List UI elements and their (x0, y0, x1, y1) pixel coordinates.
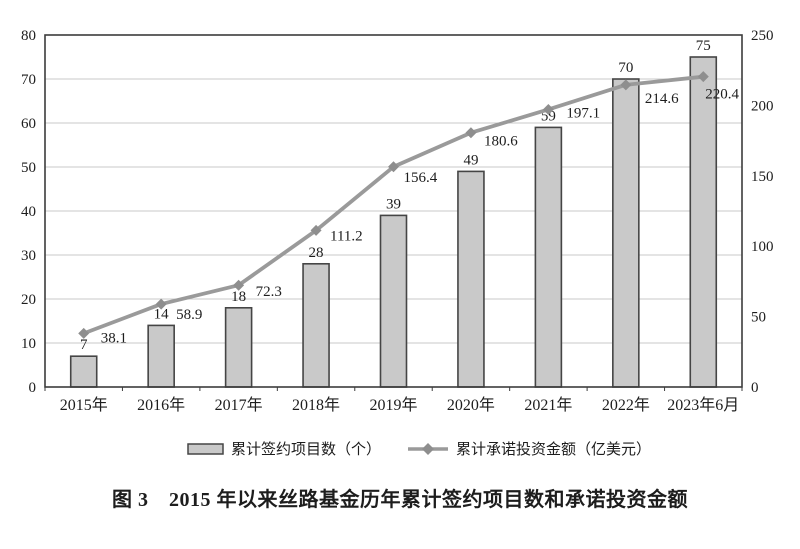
bar-value-label: 28 (309, 245, 324, 261)
y-axis-left-tick-label: 40 (21, 204, 36, 220)
plot-border (44, 34, 743, 388)
line-marker-diamond-icon (78, 327, 90, 339)
y-axis-right-tick-label: 100 (751, 239, 774, 255)
line-marker-diamond-icon (620, 79, 632, 91)
line-value-label: 220.4 (705, 87, 739, 103)
bar-value-label: 14 (154, 306, 170, 322)
bar (147, 324, 175, 388)
y-axis-left-tick-label: 0 (29, 380, 37, 396)
x-axis-label: 2022年 (602, 396, 650, 414)
bar-value-label: 75 (696, 38, 711, 54)
bar-value-label: 18 (231, 289, 246, 305)
y-axis-right-tick-label: 0 (751, 380, 759, 396)
bar (69, 355, 98, 388)
line-marker-diamond-icon (388, 161, 399, 173)
x-axis-label: 2018年 (292, 396, 340, 414)
line-marker-diamond-icon (310, 224, 322, 236)
bar-value-label: 70 (618, 60, 633, 76)
x-axis-label: 2023年6月 (667, 396, 739, 414)
bar-series-swatch-icon (187, 442, 224, 455)
line-value-label: 214.6 (645, 91, 679, 107)
legend-item-line: 累计承诺投资金额（亿美元） (407, 438, 651, 459)
line-value-label: 156.4 (404, 170, 438, 186)
legend-line-label: 累计承诺投资金额（亿美元） (456, 442, 652, 458)
line-series-swatch-icon (408, 442, 448, 455)
bar (224, 306, 253, 388)
line-value-label: 72.3 (256, 284, 282, 300)
bar (457, 170, 485, 388)
y-axis-right-tick-label: 200 (751, 98, 774, 114)
bar (612, 78, 640, 388)
x-axis-label: 2019年 (369, 396, 417, 414)
y-axis-right-tick-label: 150 (751, 169, 774, 185)
bar (689, 56, 718, 388)
figure-caption: 图 3 2015 年以来丝路基金历年累计签约项目数和承诺投资金额 (112, 489, 688, 511)
line-marker-diamond-icon (465, 127, 477, 139)
line-marker-diamond-icon (233, 279, 245, 291)
bar (534, 126, 563, 388)
legend-item-bars: 累计签约项目数（个） (187, 438, 381, 459)
line-value-label: 58.9 (176, 307, 202, 323)
line-marker-diamond-icon (542, 103, 554, 115)
line-value-label: 197.1 (566, 105, 600, 121)
line-value-label: 180.6 (484, 134, 518, 150)
bar-value-label: 39 (386, 196, 401, 212)
y-axis-left-tick-label: 70 (21, 72, 36, 88)
y-axis-left-tick-label: 60 (21, 116, 36, 132)
line-value-label: 38.1 (101, 330, 127, 346)
bar-value-label: 49 (463, 152, 478, 168)
bar (379, 214, 408, 388)
x-axis-label: 2015年 (60, 396, 108, 414)
line-marker-diamond-icon (697, 71, 709, 83)
y-axis-left-tick-label: 80 (21, 28, 36, 44)
x-axis-label: 2020年 (447, 396, 495, 414)
chart-legend: 累计签约项目数（个） 累计承诺投资金额（亿美元） (0, 438, 800, 459)
line-value-label: 111.2 (330, 228, 363, 244)
bar-value-label: 7 (80, 337, 88, 353)
y-axis-left-tick-label: 20 (21, 292, 36, 308)
combo-chart: 0 10 20 30 40 50 60 70 80 0 50 100 150 200 250 7 14 18 28 3… (21, 28, 774, 414)
y-axis-left-tick-label: 10 (21, 336, 36, 352)
x-axis-label: 2017年 (215, 396, 263, 414)
y-axis-right-tick-label: 250 (751, 28, 774, 44)
legend-bars-label: 累计签约项目数（个） (230, 442, 381, 458)
line-marker-diamond-icon (155, 298, 167, 310)
bar (302, 262, 330, 388)
x-axis-label: 2016年 (137, 396, 185, 414)
y-axis-left-tick-label: 50 (21, 160, 36, 176)
x-axis-label: 2021年 (524, 396, 572, 414)
y-axis-right-tick-label: 50 (751, 310, 766, 326)
y-axis-left-tick-label: 30 (21, 248, 36, 264)
